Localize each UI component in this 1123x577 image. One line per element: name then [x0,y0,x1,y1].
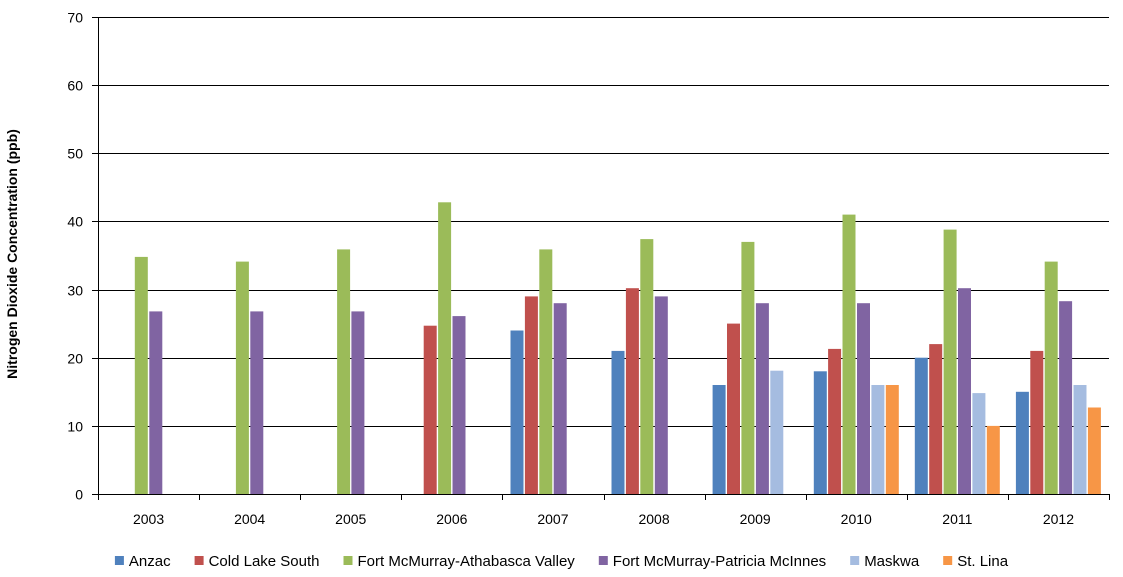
bar-fort-mcmurray-athabasca-valley-2007 [539,249,553,494]
x-tick-labels: 2003 2004 2005 2006 2007 2008 2009 2010 2011 2012 [133,511,1074,527]
axes [92,17,1110,500]
y-tick-label: 70 [67,10,83,26]
x-tick-label: 2005 [335,511,366,527]
y-tick-label: 0 [75,487,83,503]
bar-anzac-2008 [611,350,625,494]
bar-st-lina-2011 [986,425,1000,494]
legend-swatch [943,556,953,565]
legend-swatch [343,556,353,565]
bar-fort-mcmurray-patricia-mcinnes-2006 [452,316,466,494]
bar-maskwa-2012 [1073,385,1087,494]
bar-st-lina-2010 [885,385,899,494]
bar-maskwa-2010 [871,385,885,494]
bar-cold-lake-south-2010 [828,348,842,494]
bar-anzac-2010 [813,371,827,494]
gridlines [98,17,1109,427]
bar-cold-lake-south-2012 [1030,350,1044,494]
bar-anzac-2009 [712,385,726,494]
bars [134,202,1101,495]
bar-fort-mcmurray-patricia-mcinnes-2009 [755,303,769,494]
y-tick-label: 50 [67,146,83,162]
y-tick-label: 60 [67,78,83,94]
x-tick-label: 2004 [234,511,265,527]
legend-label: St. Lina [957,553,1009,570]
bar-fort-mcmurray-patricia-mcinnes-2005 [351,311,365,494]
bar-cold-lake-south-2009 [727,323,740,494]
bar-fort-mcmurray-athabasca-valley-2012 [1044,261,1058,494]
y-axis-title: Nitrogen Dioxide Concentration (ppb) [4,129,20,379]
legend-item: Cold Lake South [194,553,320,570]
legend-label: Fort McMurray-Patricia McInnes [613,553,826,570]
legend-item: Anzac [114,553,171,570]
y-tick-labels: 0 10 20 30 40 50 60 70 [67,10,83,503]
y-tick-label: 20 [67,351,83,367]
legend-label: Fort McMurray-Athabasca Valley [358,553,576,570]
bar-fort-mcmurray-athabasca-valley-2010 [842,214,856,494]
bar-cold-lake-south-2008 [625,288,639,494]
bar-fort-mcmurray-athabasca-valley-2009 [741,241,755,494]
bar-anzac-2007 [510,330,524,494]
x-tick-label: 2008 [638,511,669,527]
bar-fort-mcmurray-patricia-mcinnes-2004 [250,311,264,494]
bar-fort-mcmurray-athabasca-valley-2011 [943,229,957,494]
x-tick-label: 2003 [133,511,164,527]
legend-swatch [598,556,608,565]
x-tick-label: 2007 [537,511,568,527]
y-tick-label: 10 [67,419,83,435]
legend: Anzac Cold Lake South Fort McMurray-Athaba… [114,553,1009,570]
x-tick-label: 2011 [942,511,972,527]
legend-label: Anzac [129,553,171,570]
x-tick-label: 2012 [1043,511,1074,527]
bar-fort-mcmurray-athabasca-valley-2004 [235,261,249,494]
y-tick-label: 30 [67,283,83,299]
legend-item: St. Lina [943,553,1009,570]
bar-fort-mcmurray-athabasca-valley-2005 [337,249,351,494]
y-tick-label: 40 [67,214,83,230]
bar-fort-mcmurray-athabasca-valley-2006 [438,202,452,495]
x-tick-label: 2009 [740,511,771,527]
legend-item: Fort McMurray-Athabasca Valley [343,553,576,570]
bar-fort-mcmurray-patricia-mcinnes-2007 [553,303,567,494]
legend-swatch [114,556,124,565]
x-tick-label: 2006 [436,511,467,527]
bar-st-lina-2012 [1087,407,1101,494]
bar-fort-mcmurray-athabasca-valley-2003 [134,256,148,494]
legend-item: Maskwa [850,553,920,570]
legend-label: Cold Lake South [209,553,320,570]
bar-cold-lake-south-2007 [524,296,538,494]
bar-cold-lake-south-2011 [929,344,943,494]
bar-fort-mcmurray-athabasca-valley-2008 [640,239,654,494]
bar-fort-mcmurray-patricia-mcinnes-2012 [1059,301,1073,494]
bar-anzac-2012 [1015,391,1029,494]
bar-maskwa-2011 [972,393,986,494]
legend-swatch [194,556,204,565]
bar-fort-mcmurray-patricia-mcinnes-2010 [857,303,870,494]
bar-fort-mcmurray-patricia-mcinnes-2003 [149,311,163,494]
x-tick-label: 2010 [841,511,872,527]
legend-swatch [850,556,860,565]
bar-fort-mcmurray-patricia-mcinnes-2011 [958,288,971,494]
legend-label: Maskwa [864,553,920,570]
bar-fort-mcmurray-patricia-mcinnes-2008 [654,296,668,494]
bar-cold-lake-south-2006 [423,325,437,494]
bar-maskwa-2009 [770,370,784,494]
bar-anzac-2011 [914,357,928,494]
legend-item: Fort McMurray-Patricia McInnes [598,553,826,570]
